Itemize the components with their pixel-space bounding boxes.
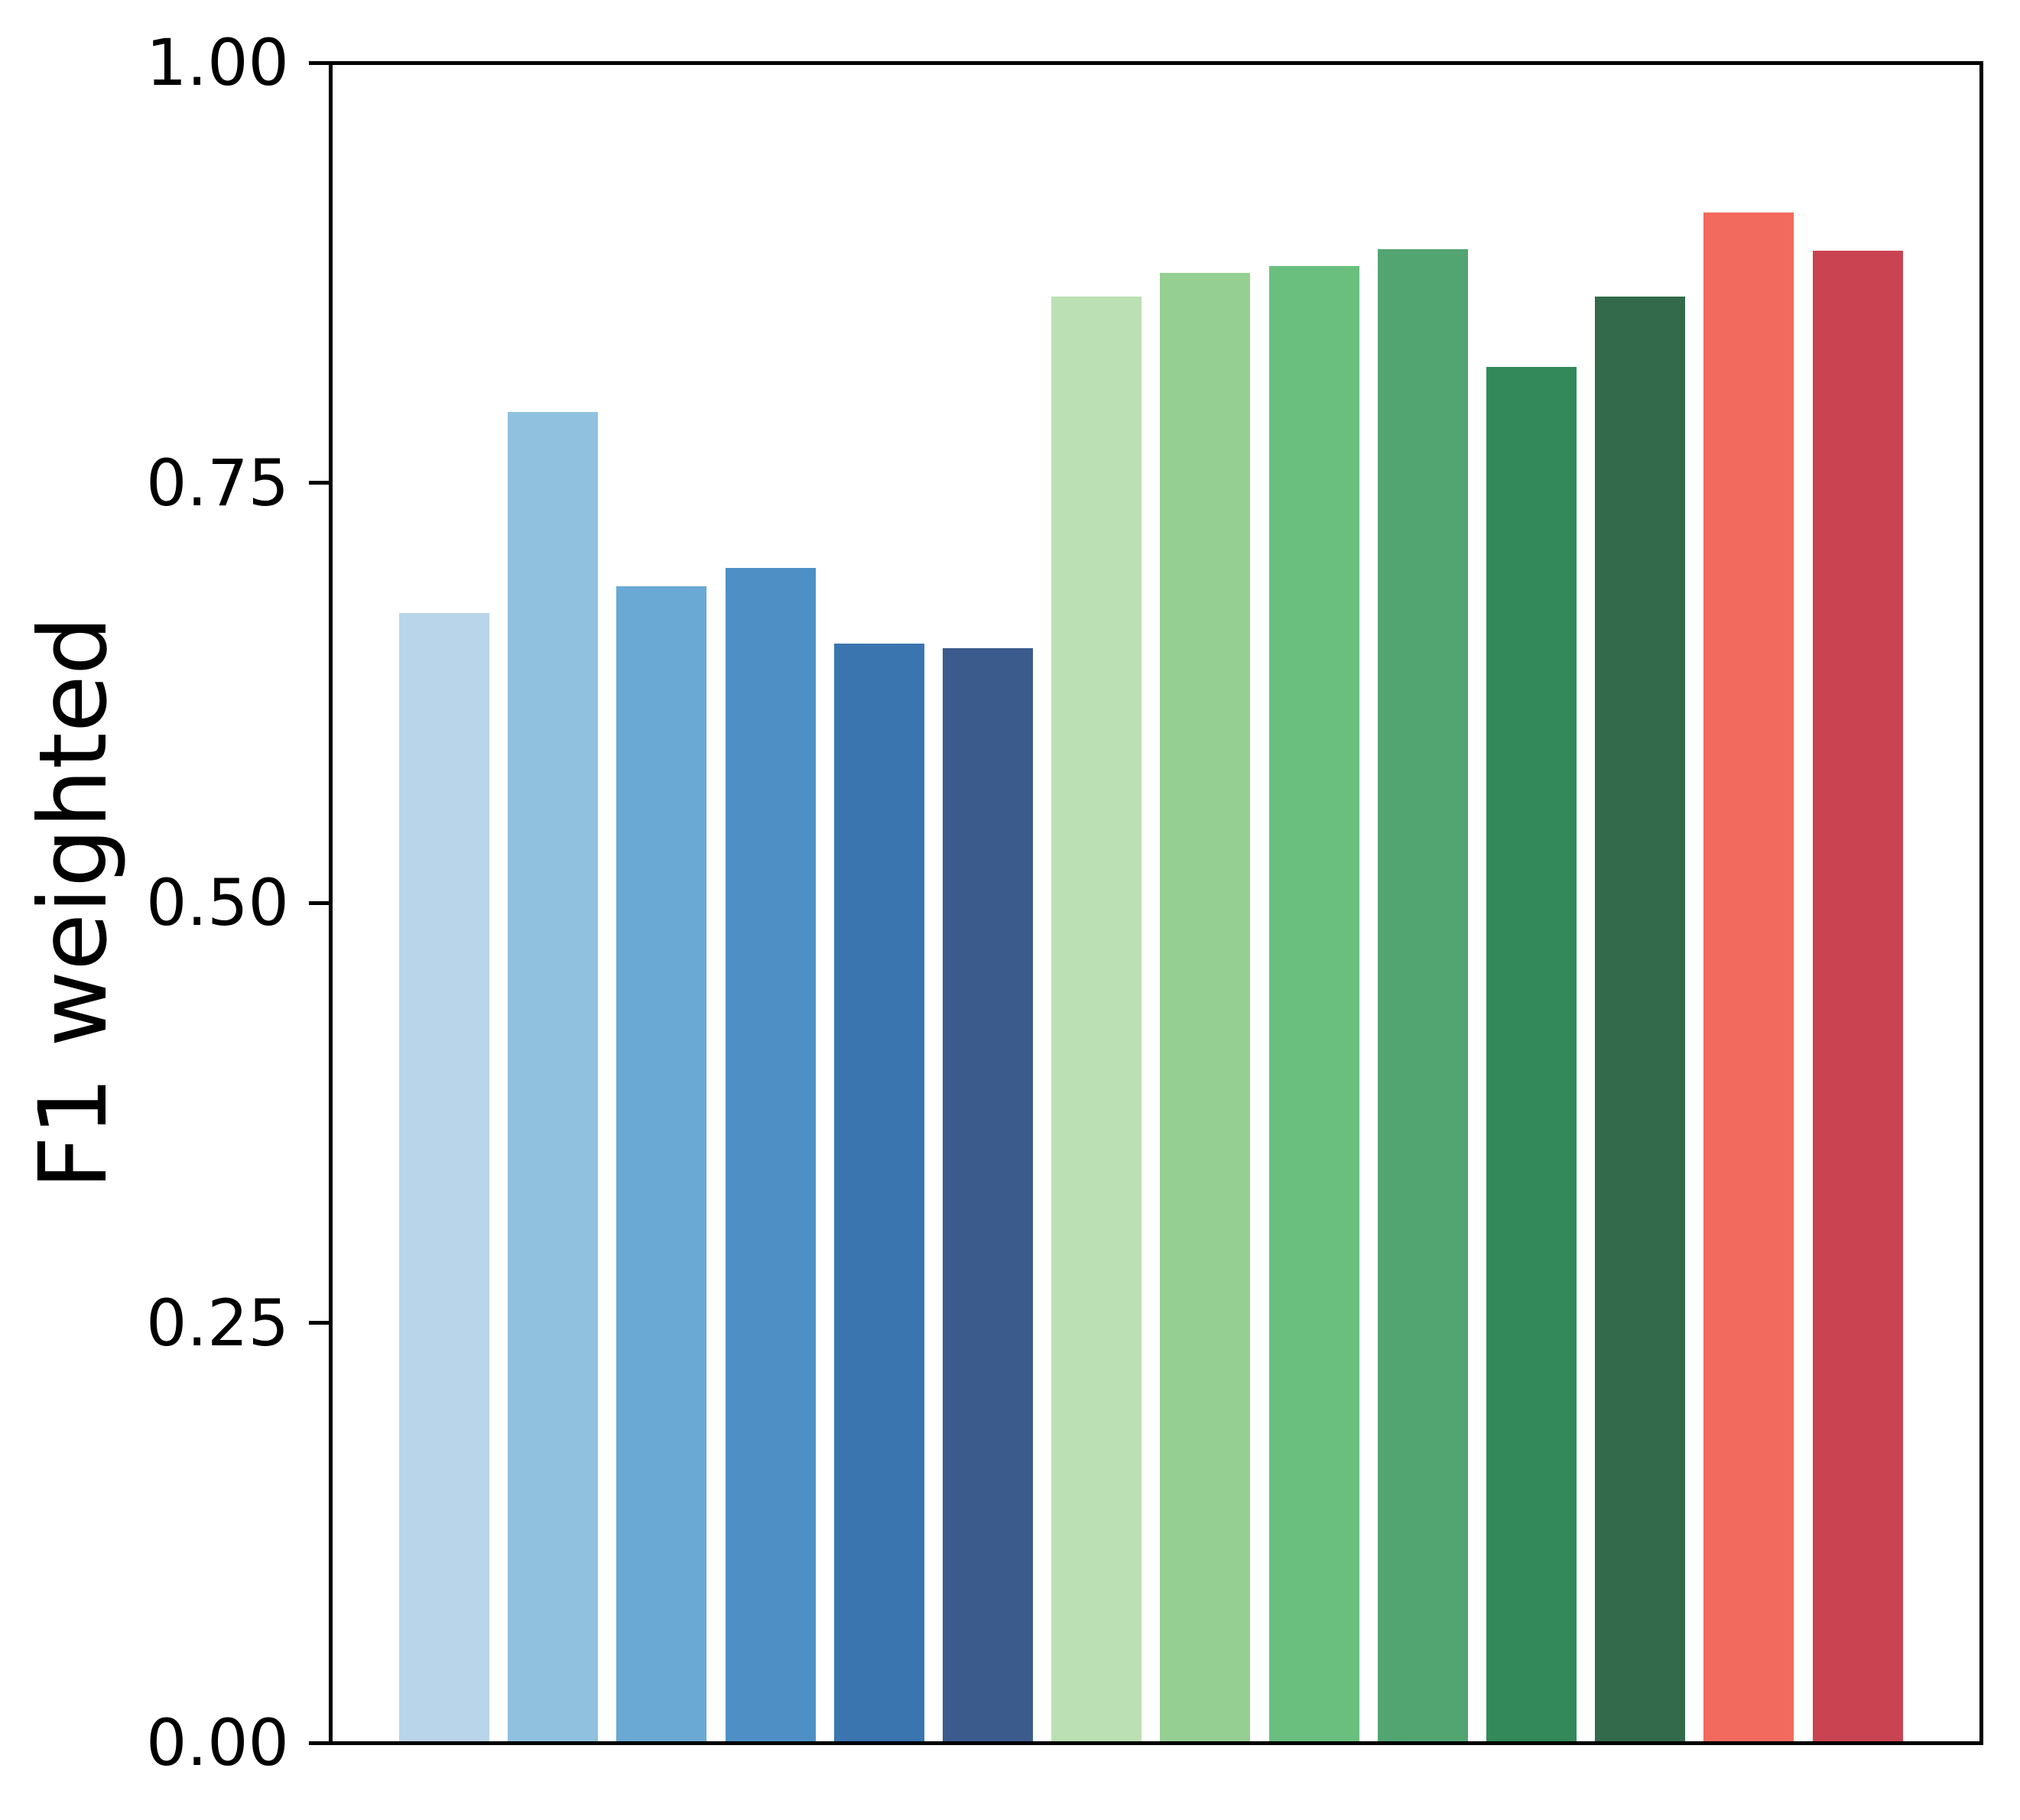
bar [725,567,816,1741]
bar [833,643,924,1741]
bar [1377,249,1468,1741]
bar [1595,296,1686,1741]
bar [1703,212,1794,1741]
bar [616,586,707,1741]
y-tick-label: 1.00 [145,25,289,100]
bar [1812,251,1903,1741]
bar [943,648,1033,1741]
y-tick-label: 0.00 [145,1705,289,1780]
bar [1051,296,1142,1741]
y-tick-label: 0.25 [145,1285,289,1361]
bar [1160,272,1251,1741]
bar [1486,366,1577,1741]
bar [399,613,489,1741]
bar [1268,266,1359,1741]
bar [508,411,599,1741]
y-axis-label: F1 weighted [19,615,128,1190]
y-tick-label: 0.75 [145,445,289,521]
plot-area-inner [333,65,1979,1741]
